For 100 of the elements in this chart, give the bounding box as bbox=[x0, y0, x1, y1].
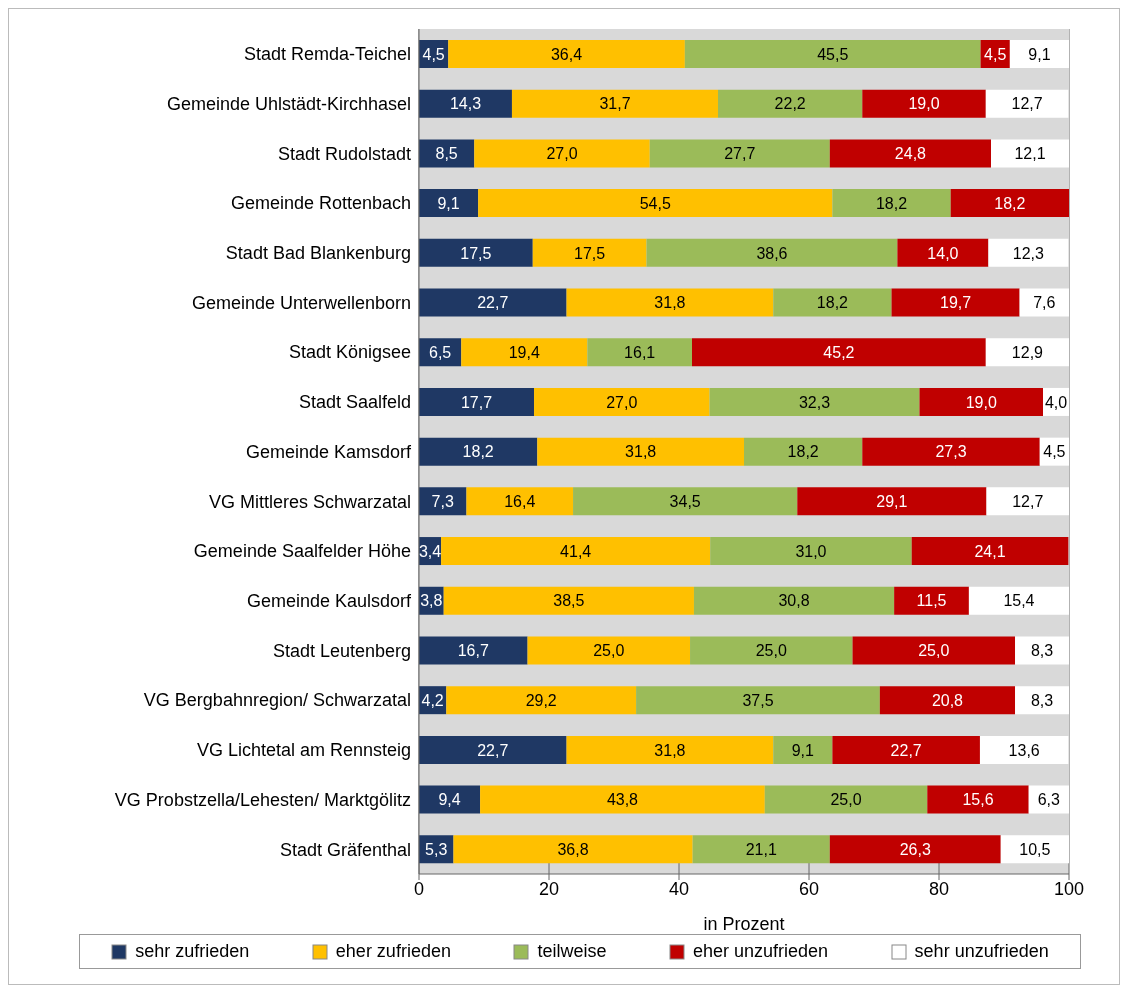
data-label: 20,8 bbox=[931, 691, 964, 709]
data-label: 29,2 bbox=[525, 691, 557, 709]
x-tick-label: 0 bbox=[413, 878, 425, 899]
data-label: 38,6 bbox=[756, 244, 788, 262]
data-label: 31,8 bbox=[654, 741, 686, 759]
x-tick-label: 100 bbox=[1053, 878, 1085, 899]
y-tick-label: Stadt Remda-Teichel bbox=[243, 44, 411, 65]
data-label: 9,1 bbox=[1028, 45, 1051, 63]
data-label: 5,3 bbox=[425, 840, 448, 858]
legend-label: eher unzufrieden bbox=[692, 941, 829, 962]
data-label: 25,0 bbox=[755, 642, 787, 660]
data-label: 4,2 bbox=[421, 691, 444, 709]
data-label: 9,1 bbox=[437, 194, 460, 212]
data-label: 8,5 bbox=[435, 145, 458, 163]
data-label: 45,5 bbox=[817, 45, 849, 63]
data-label: 31,0 bbox=[795, 542, 827, 560]
data-label: 43,8 bbox=[606, 791, 639, 809]
data-label: 15,6 bbox=[962, 791, 994, 809]
data-label: 12,7 bbox=[1011, 95, 1043, 113]
x-tick-label: 80 bbox=[928, 878, 950, 899]
data-label: 25,0 bbox=[918, 642, 950, 660]
data-label: 18,2 bbox=[994, 194, 1026, 212]
data-label: 22,7 bbox=[890, 741, 922, 759]
data-label: 16,7 bbox=[457, 642, 489, 660]
data-label: 10,5 bbox=[1019, 840, 1051, 858]
x-tick-label: 60 bbox=[798, 878, 820, 899]
data-label: 34,5 bbox=[669, 493, 701, 511]
y-tick-label: Stadt Bad Blankenburg bbox=[225, 243, 411, 264]
y-tick-label: VG Lichtetal am Rennsteig bbox=[196, 740, 411, 761]
data-label: 22,2 bbox=[774, 95, 806, 113]
data-label: 25,0 bbox=[830, 791, 862, 809]
data-label: 9,4 bbox=[438, 791, 461, 809]
data-label: 12,3 bbox=[1012, 244, 1045, 262]
data-label: 27,7 bbox=[724, 145, 756, 163]
y-tick-label: Gemeinde Kaulsdorf bbox=[246, 591, 412, 612]
y-tick-label: Gemeinde Rottenbach bbox=[230, 193, 411, 214]
data-label: 54,5 bbox=[639, 194, 671, 212]
legend-label: eher zufrieden bbox=[335, 941, 451, 962]
data-label: 25,0 bbox=[593, 642, 625, 660]
data-label: 12,7 bbox=[1012, 493, 1044, 511]
y-tick-label: Stadt Saalfeld bbox=[298, 392, 411, 413]
data-label: 27,0 bbox=[606, 393, 638, 411]
y-tick-label: Gemeinde Unterwellenborn bbox=[191, 292, 411, 313]
data-label: 22,7 bbox=[477, 741, 509, 759]
data-label: 31,8 bbox=[654, 294, 686, 312]
data-label: 36,8 bbox=[557, 840, 589, 858]
data-label: 6,3 bbox=[1037, 791, 1061, 809]
data-label: 18,2 bbox=[816, 294, 849, 312]
data-label: 17,5 bbox=[574, 244, 606, 262]
y-tick-label: VG Probstzella/Lehesten/ Marktgölitz bbox=[114, 789, 411, 810]
data-label: 19,7 bbox=[940, 294, 972, 312]
data-label: 4,5 bbox=[984, 45, 1007, 63]
data-label: 26,3 bbox=[899, 840, 931, 858]
data-label: 22,7 bbox=[477, 294, 509, 312]
data-label: 17,5 bbox=[460, 244, 492, 262]
data-label: 18,2 bbox=[462, 443, 494, 461]
data-label: 19,4 bbox=[508, 343, 540, 361]
data-label: 15,4 bbox=[1003, 592, 1035, 610]
data-label: 36,4 bbox=[550, 45, 583, 63]
y-tick-label: VG Bergbahnregion/ Schwarzatal bbox=[143, 690, 411, 711]
data-label: 18,2 bbox=[875, 194, 908, 212]
data-label: 14,3 bbox=[449, 95, 482, 113]
legend-label: teilweise bbox=[537, 941, 607, 962]
data-label: 8,3 bbox=[1030, 642, 1054, 660]
data-label: 37,5 bbox=[742, 691, 774, 709]
data-label: 31,8 bbox=[625, 443, 657, 461]
data-label: 4,0 bbox=[1044, 393, 1068, 411]
data-label: 7,3 bbox=[431, 493, 454, 511]
data-label: 12,9 bbox=[1011, 343, 1044, 361]
data-label: 19,0 bbox=[965, 393, 997, 411]
data-label: 14,0 bbox=[927, 244, 959, 262]
data-label: 11,5 bbox=[916, 592, 947, 610]
data-label: 29,1 bbox=[876, 493, 908, 511]
data-label: 7,6 bbox=[1033, 294, 1056, 312]
y-tick-label: Gemeinde Saalfelder Höhe bbox=[193, 541, 411, 562]
y-tick-label: Stadt Königsee bbox=[288, 342, 411, 363]
data-label: 24,1 bbox=[974, 542, 1006, 560]
y-tick-label: Stadt Rudolstadt bbox=[277, 143, 411, 164]
x-axis-title: in Prozent bbox=[703, 914, 785, 934]
data-label: 8,3 bbox=[1030, 691, 1054, 709]
data-label: 4,5 bbox=[422, 45, 445, 63]
legend-label: sehr zufrieden bbox=[135, 941, 250, 962]
data-label: 17,7 bbox=[460, 393, 493, 411]
data-label: 45,2 bbox=[823, 343, 855, 361]
data-label: 16,1 bbox=[624, 343, 656, 361]
data-label: 18,2 bbox=[787, 443, 819, 461]
data-label: 27,0 bbox=[546, 145, 578, 163]
data-label: 32,3 bbox=[798, 393, 831, 411]
data-label: 12,1 bbox=[1014, 145, 1046, 163]
data-label: 27,3 bbox=[935, 443, 967, 461]
y-tick-label: Stadt Gräfenthal bbox=[279, 839, 411, 860]
data-label: 3,4 bbox=[418, 542, 442, 560]
data-label: 38,5 bbox=[553, 592, 585, 610]
y-tick-label: Stadt Leutenberg bbox=[272, 640, 411, 661]
data-label: 13,6 bbox=[1008, 741, 1040, 759]
y-tick-label: Gemeinde Uhlstädt-Kirchhasel bbox=[166, 93, 411, 114]
data-label: 3,8 bbox=[420, 592, 443, 610]
x-tick-label: 40 bbox=[668, 878, 690, 899]
data-label: 41,4 bbox=[560, 542, 592, 560]
legend-label: sehr unzufrieden bbox=[914, 941, 1049, 962]
